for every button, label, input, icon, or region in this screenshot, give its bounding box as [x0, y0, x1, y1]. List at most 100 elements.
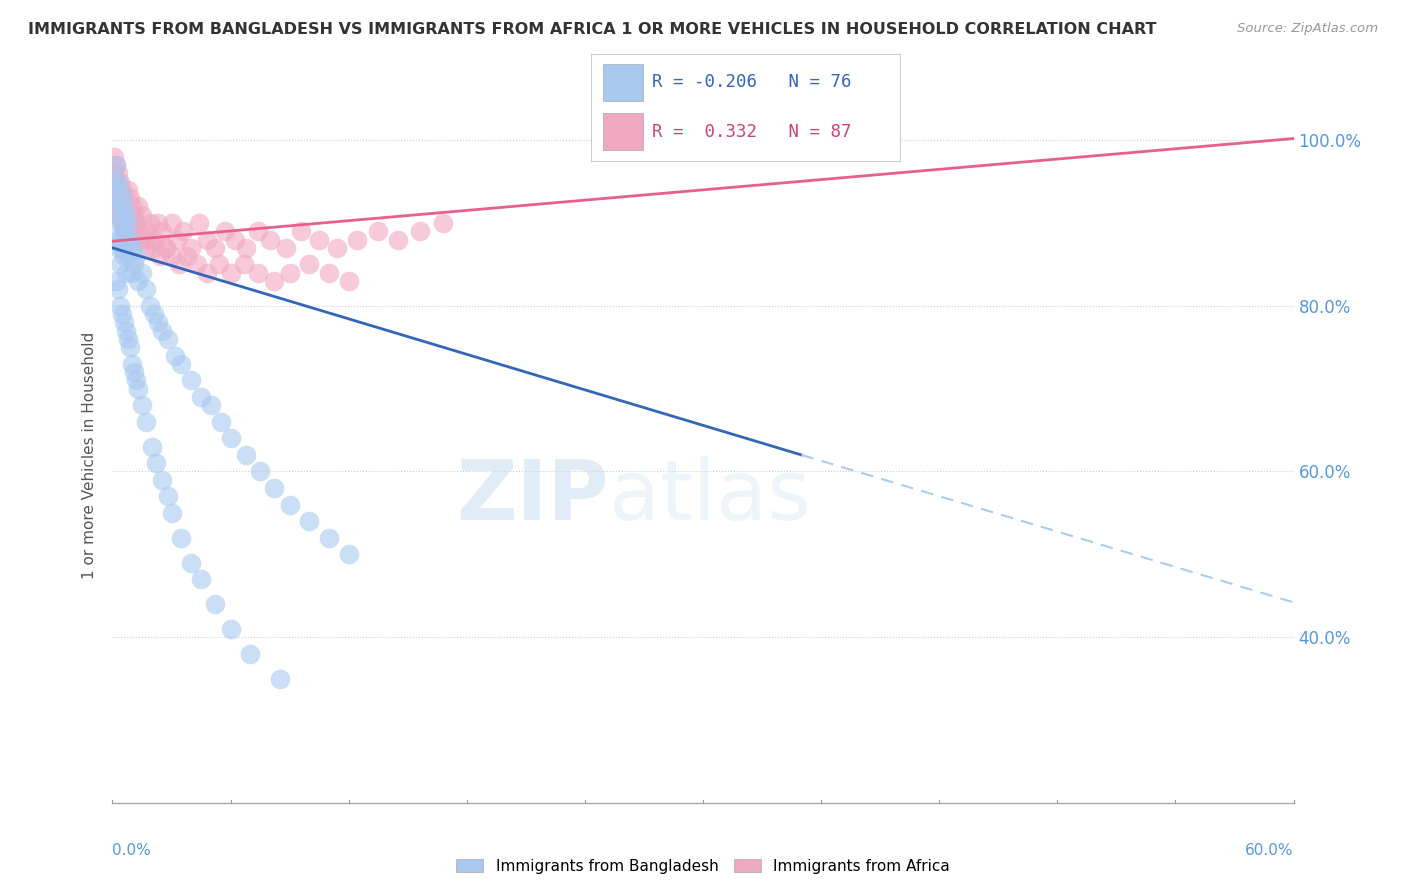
Point — [111, 241, 134, 255]
Point — [110, 299, 132, 313]
Point — [121, 357, 143, 371]
Point — [131, 233, 153, 247]
Point — [176, 249, 198, 263]
Point — [112, 315, 135, 329]
Point — [107, 199, 129, 213]
Point — [204, 597, 226, 611]
Point — [259, 233, 281, 247]
Point — [111, 183, 134, 197]
Text: R =  0.332   N = 87: R = 0.332 N = 87 — [652, 123, 852, 141]
Point — [115, 324, 138, 338]
Point — [308, 233, 330, 247]
Point — [117, 183, 139, 197]
Point — [110, 208, 132, 222]
Point — [170, 531, 193, 545]
Point — [117, 216, 139, 230]
Point — [219, 431, 242, 445]
Point — [298, 257, 321, 271]
Point — [131, 398, 153, 412]
Point — [110, 257, 132, 271]
Point — [408, 224, 430, 238]
Point — [142, 307, 165, 321]
Point — [195, 266, 218, 280]
Point — [127, 382, 149, 396]
Point — [107, 175, 129, 189]
Point — [120, 340, 142, 354]
Point — [150, 324, 173, 338]
Point — [110, 191, 132, 205]
Point — [112, 216, 135, 230]
Point — [111, 191, 134, 205]
Y-axis label: 1 or more Vehicles in Household: 1 or more Vehicles in Household — [82, 331, 97, 579]
Point — [107, 199, 129, 213]
Point — [247, 224, 270, 238]
Point — [150, 224, 173, 238]
Point — [200, 398, 222, 412]
Point — [139, 299, 162, 313]
Text: 0.0%: 0.0% — [112, 843, 152, 858]
Point — [142, 233, 165, 247]
Point — [188, 216, 211, 230]
Point — [155, 241, 177, 255]
Point — [269, 672, 291, 686]
Point — [121, 224, 143, 238]
Point — [146, 315, 169, 329]
Text: Source: ZipAtlas.com: Source: ZipAtlas.com — [1237, 22, 1378, 36]
Point — [135, 241, 157, 255]
Point — [195, 233, 218, 247]
Point — [135, 224, 157, 238]
Point — [110, 233, 132, 247]
Point — [103, 175, 125, 189]
Point — [170, 357, 193, 371]
Point — [120, 224, 142, 238]
Point — [112, 249, 135, 263]
Point — [105, 183, 128, 197]
Point — [112, 224, 135, 238]
Point — [233, 257, 256, 271]
Point — [103, 166, 125, 180]
Point — [337, 274, 360, 288]
Point — [337, 547, 360, 561]
Point — [127, 224, 149, 238]
Point — [122, 365, 145, 379]
Point — [111, 216, 134, 230]
Legend: Immigrants from Bangladesh, Immigrants from Africa: Immigrants from Bangladesh, Immigrants f… — [450, 853, 956, 880]
Point — [190, 390, 212, 404]
Point — [219, 622, 242, 636]
Point — [274, 241, 297, 255]
Point — [111, 199, 134, 213]
Point — [121, 216, 143, 230]
Point — [367, 224, 389, 238]
Point — [209, 415, 232, 429]
Point — [318, 266, 340, 280]
Point — [214, 224, 236, 238]
Point — [107, 241, 129, 255]
Point — [141, 440, 163, 454]
Point — [115, 208, 138, 222]
Point — [125, 249, 148, 263]
Point — [165, 349, 187, 363]
Point — [105, 158, 128, 172]
Point — [156, 332, 179, 346]
Point — [111, 216, 134, 230]
Point — [103, 175, 125, 189]
Point — [112, 208, 135, 222]
Point — [346, 233, 368, 247]
Point — [326, 241, 349, 255]
Point — [115, 233, 138, 247]
Point — [125, 216, 148, 230]
Point — [387, 233, 409, 247]
Point — [247, 266, 270, 280]
Point — [160, 249, 183, 263]
Point — [135, 415, 157, 429]
Point — [110, 199, 132, 213]
Point — [111, 307, 134, 321]
Point — [127, 274, 149, 288]
Text: R = -0.206   N = 76: R = -0.206 N = 76 — [652, 73, 852, 91]
Point — [105, 274, 128, 288]
Point — [112, 199, 135, 213]
Point — [122, 233, 145, 247]
Point — [112, 191, 135, 205]
FancyBboxPatch shape — [603, 113, 643, 150]
Point — [127, 199, 149, 213]
